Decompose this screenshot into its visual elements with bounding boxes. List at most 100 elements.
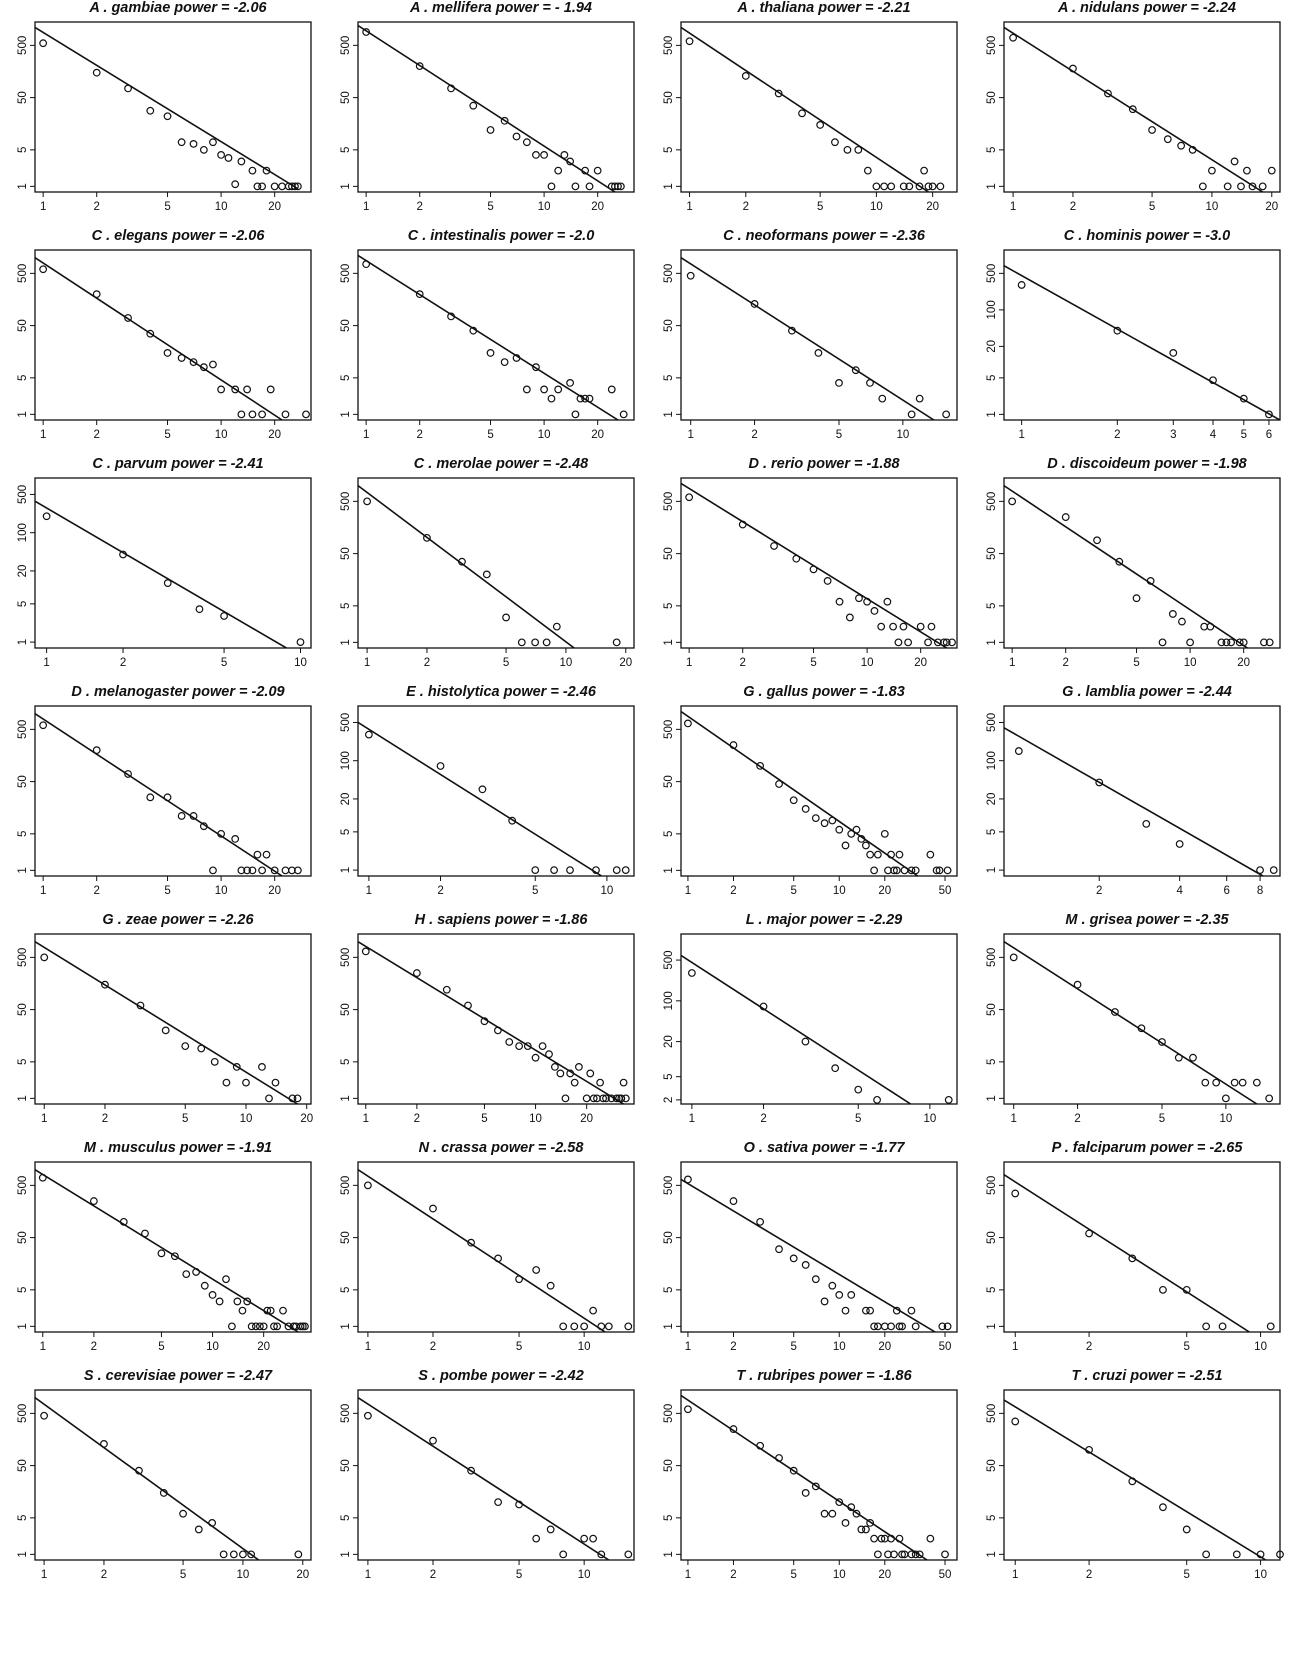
- data-point: [243, 1297, 252, 1306]
- data-point: [222, 1275, 230, 1284]
- data-point: [1239, 638, 1248, 647]
- chart-panel-g-lamblia: G . lamblia power = -2.44 2 4 6 8 1 5 20 100 500: [969, 684, 1292, 927]
- y-tick-label: 1: [986, 1551, 998, 1557]
- data-point: [597, 1550, 606, 1559]
- data-point: [291, 182, 299, 191]
- data-point: [547, 394, 556, 403]
- chart-svg: 1 2 3 4 5 6 1 5 20 100 500: [986, 249, 1281, 441]
- data-point: [89, 1197, 98, 1205]
- plot-frame: [680, 933, 958, 1105]
- data-point: [146, 329, 155, 338]
- x-tick-label: 1: [40, 429, 46, 441]
- chart-panel-a-mellifera: A . mellifera power = - 1.94 1 2 5 10 20 1 5 50 5…: [323, 0, 646, 243]
- chart-title-species: intestinalis: [430, 228, 511, 244]
- data-point: [1239, 394, 1248, 403]
- x-tick-label: 2: [730, 1341, 736, 1353]
- data-point: [554, 166, 563, 175]
- y-tick-label: 5: [17, 831, 29, 837]
- data-point: [265, 1094, 273, 1103]
- data-point: [1158, 1038, 1166, 1046]
- plot-frame: [680, 477, 958, 649]
- data-point: [887, 182, 896, 191]
- data-point: [774, 89, 783, 98]
- data-point: [607, 1094, 616, 1103]
- chart-title-species: grisea: [1089, 912, 1137, 928]
- y-tick-label: 1: [340, 183, 352, 189]
- chart-title: A . gambiae power = -2.06: [40, 0, 316, 20]
- x-tick-label: 10: [240, 1113, 253, 1125]
- data-point: [870, 1534, 879, 1543]
- data-point: [119, 550, 127, 559]
- x-tick-label: 1: [689, 1113, 695, 1125]
- chart-title-species: cerevisiae: [105, 1368, 180, 1384]
- x-tick-label: 5: [487, 429, 493, 441]
- x-tick-label: 2: [94, 201, 100, 213]
- data-point: [542, 638, 551, 647]
- y-tick-label: 5: [663, 1073, 675, 1079]
- data-point: [486, 349, 495, 357]
- data-point: [1128, 1477, 1137, 1486]
- fit-line: [35, 1396, 260, 1560]
- data-point: [1159, 1285, 1167, 1294]
- chart-title: C . neoformans power = -2.36: [686, 228, 962, 248]
- x-tick-label: 5: [487, 201, 493, 213]
- x-tick-label: 2: [120, 657, 126, 669]
- x-tick-label: 20: [914, 657, 927, 669]
- data-point: [288, 866, 296, 875]
- data-point: [532, 1266, 541, 1274]
- x-tick-label: 2: [740, 657, 746, 669]
- x-tick-label: 6: [1266, 429, 1272, 441]
- data-point: [904, 638, 913, 647]
- chart-title-genus: D .: [71, 684, 94, 700]
- chart-panel-o-sativa: O . sativa power = -1.77 1 2 5 10 20 50 1 5 50 500: [646, 1140, 969, 1383]
- x-tick-label: 8: [1257, 885, 1263, 897]
- data-point: [566, 1069, 575, 1078]
- x-tick-label: 1: [1012, 1569, 1018, 1581]
- y-tick-label: 5: [986, 147, 998, 153]
- data-point: [189, 139, 198, 148]
- data-point: [273, 1322, 282, 1331]
- data-point: [592, 866, 600, 874]
- x-tick-label: 20: [591, 201, 604, 213]
- data-point: [612, 638, 621, 647]
- data-point: [621, 866, 630, 874]
- chart-title: C . hominis power = -3.0: [1009, 228, 1285, 248]
- y-tick-label: 100: [663, 991, 675, 1010]
- y-tick-label: 1: [986, 183, 998, 189]
- data-point: [556, 1069, 565, 1078]
- data-point: [252, 1322, 260, 1331]
- y-tick-label: 1: [663, 639, 675, 645]
- chart-panel-g-zeae: G . zeae power = -2.26 1 2 5 10 20 1 5 50 500: [0, 912, 323, 1155]
- y-tick-label: 50: [663, 547, 675, 560]
- plot-frame: [680, 705, 958, 877]
- data-point: [217, 829, 226, 838]
- chart-title-power: power = -2.0: [510, 228, 595, 244]
- data-point: [482, 570, 491, 579]
- data-point: [775, 1245, 783, 1254]
- chart-title-species: major: [766, 912, 810, 928]
- x-tick-label: 10: [833, 1341, 846, 1353]
- data-point: [1276, 1550, 1284, 1559]
- y-tick-label: 500: [986, 492, 998, 511]
- data-point: [515, 1042, 524, 1051]
- data-point: [239, 1550, 247, 1559]
- data-point: [756, 1217, 765, 1226]
- data-point: [200, 1281, 209, 1290]
- data-point: [1206, 622, 1215, 631]
- data-point: [828, 1281, 837, 1290]
- chart-title-power: power = -1.91: [179, 1140, 273, 1156]
- chart-title: O . sativa power = -1.77: [686, 1140, 962, 1160]
- data-point: [775, 1454, 783, 1462]
- data-point: [916, 622, 925, 631]
- data-point: [926, 850, 935, 859]
- data-point: [612, 866, 621, 874]
- x-tick-label: 5: [516, 1341, 522, 1353]
- data-point: [209, 360, 217, 369]
- data-point: [467, 1466, 475, 1475]
- fit-line: [358, 484, 575, 648]
- y-tick-label: 500: [340, 36, 352, 55]
- x-tick-label: 20: [1237, 657, 1250, 669]
- chart-panel-m-musculus: M . musculus power = -1.91 1 2 5 10 20 1 5 50 500: [0, 1140, 323, 1383]
